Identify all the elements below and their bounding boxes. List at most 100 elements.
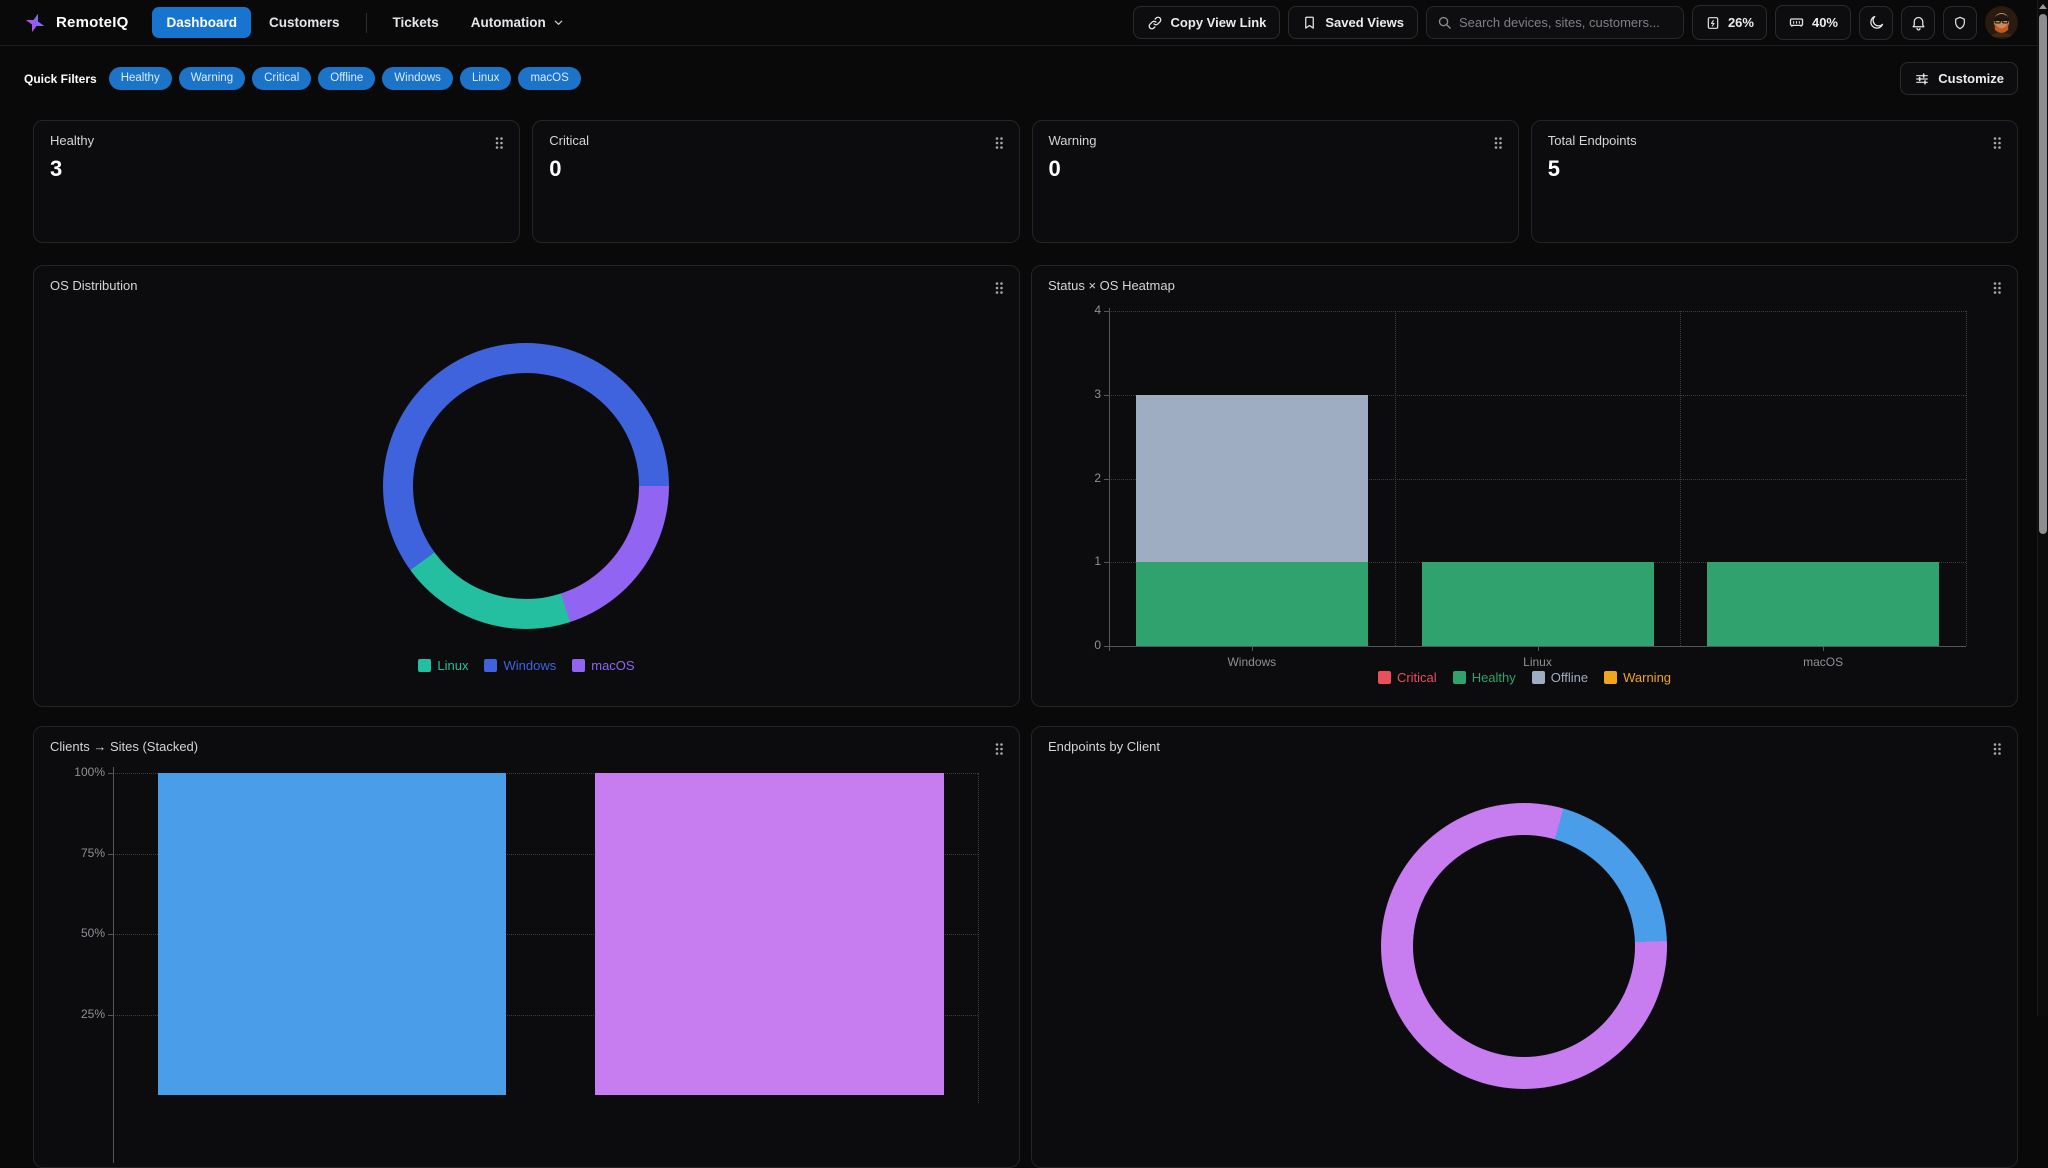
- gridline: [113, 853, 978, 855]
- stats-row: Healthy 3 Critical 0 Warning 0 Total End…: [0, 120, 2048, 243]
- header: RemoteIQ Dashboard Customers Tickets Aut…: [0, 0, 2048, 46]
- drag-handle[interactable]: [1989, 133, 2005, 153]
- search-box: [1425, 6, 1684, 39]
- widget-title: Endpoints by Client: [1048, 739, 1161, 754]
- y-axis-tick: 3: [1094, 386, 1101, 401]
- drag-handle-icon: [1993, 137, 2001, 149]
- bar-windows-offline: [1135, 394, 1368, 563]
- tick-mark: [1823, 646, 1825, 651]
- tick-mark: [1251, 646, 1253, 651]
- scrollbar-up-arrow[interactable]: [2039, 4, 2047, 9]
- legend-item-warning: Warning: [1604, 670, 1671, 685]
- stat-card-warning: Warning 0: [1031, 120, 1519, 243]
- filter-chip-warning[interactable]: Warning: [178, 67, 246, 90]
- stat-card-total-endpoints: Total Endpoints 5: [1530, 120, 2018, 243]
- theme-toggle-button[interactable]: [1859, 5, 1893, 40]
- legend-item-linux: Linux: [418, 658, 468, 673]
- saved-views-label: Saved Views: [1325, 15, 1404, 30]
- memory-usage-badge[interactable]: 40%: [1774, 5, 1851, 40]
- y-axis-tick: 75%: [80, 845, 105, 860]
- scrollbar-thumb[interactable]: [2039, 14, 2047, 534]
- sliders-icon: [1916, 72, 1929, 85]
- search-input[interactable]: [1426, 15, 1683, 30]
- customize-button[interactable]: Customize: [1900, 62, 2018, 95]
- nav-tab-dashboard[interactable]: Dashboard: [152, 7, 251, 38]
- gridline: [1109, 311, 1966, 312]
- customize-label: Customize: [1938, 71, 2004, 86]
- notifications-button[interactable]: [1901, 5, 1935, 40]
- main-nav: Dashboard Customers Tickets Automation: [152, 7, 577, 38]
- shield-icon: [1955, 16, 1965, 29]
- filter-chip-critical[interactable]: Critical: [252, 67, 312, 90]
- gridline: [1109, 394, 1966, 396]
- gridline: [1109, 478, 1966, 480]
- charts-grid: Linux Windows macOS OS Distribution 0 1 2 3 4 W…: [0, 243, 2048, 1168]
- legend-item-healthy: Healthy: [1452, 670, 1516, 685]
- y-axis-tick: 1: [1094, 554, 1101, 569]
- filter-chip-linux[interactable]: Linux: [459, 67, 512, 90]
- filter-chip-windows[interactable]: Windows: [382, 67, 453, 90]
- gridline: [113, 934, 978, 935]
- tick-mark: [1104, 394, 1109, 396]
- copy-view-link-button[interactable]: Copy View Link: [1132, 6, 1281, 39]
- chart-legend: Linux Windows macOS: [34, 658, 1019, 673]
- nav-tab-customers[interactable]: Customers: [255, 7, 354, 38]
- legend-swatch: [1604, 671, 1618, 684]
- widget-title: Clients → Sites (Stacked): [50, 739, 199, 754]
- stat-value: 5: [1547, 156, 1560, 181]
- filter-chip-healthy[interactable]: Healthy: [108, 67, 172, 90]
- tick-mark: [108, 1014, 113, 1016]
- legend-label: Critical: [1396, 670, 1437, 685]
- drag-handle[interactable]: [1989, 739, 2005, 759]
- nav-tab-automation[interactable]: Automation: [457, 7, 578, 38]
- scrollbar[interactable]: [2037, 0, 2048, 1016]
- drag-handle[interactable]: [991, 133, 1007, 153]
- drag-handle[interactable]: [991, 739, 1007, 759]
- x-axis-label: Linux: [1523, 655, 1552, 669]
- saved-views-button[interactable]: Saved Views: [1288, 6, 1418, 39]
- gridline: [113, 1014, 978, 1016]
- stacked-bar-1: [158, 773, 506, 1095]
- gridline: [1394, 311, 1396, 646]
- quick-filter-chips: Healthy Warning Critical Offline Windows Linu…: [108, 67, 581, 90]
- drag-handle[interactable]: [1490, 133, 1506, 153]
- drag-handle-icon: [1993, 743, 2001, 755]
- copy-view-link-label: Copy View Link: [1170, 15, 1267, 30]
- cpu-usage-badge[interactable]: 26%: [1691, 5, 1767, 40]
- widget-title: OS Distribution: [50, 278, 138, 293]
- legend-item-windows: Windows: [484, 658, 556, 673]
- filter-chip-macos[interactable]: macOS: [518, 67, 581, 90]
- widget-clients-sites-stacked: 100% 75% 50% 25% Clients → Sites (Stacked): [33, 726, 1020, 1168]
- tick-mark: [108, 853, 113, 855]
- legend-item-macos: macOS: [572, 658, 635, 673]
- security-button[interactable]: [1943, 5, 1977, 40]
- filter-chip-offline[interactable]: Offline: [318, 67, 376, 90]
- drag-handle[interactable]: [491, 133, 507, 153]
- drag-handle-icon: [1993, 282, 2001, 294]
- search-icon: [1438, 16, 1451, 29]
- status-os-heatmap-chart: 0 1 2 3 4 Windows Linux macOS Critical Healthy Off…: [1032, 266, 2017, 706]
- drag-handle[interactable]: [1989, 278, 2005, 298]
- stat-label: Total Endpoints: [1547, 133, 1637, 148]
- quick-filters-label: Quick Filters: [24, 71, 97, 86]
- legend-swatch: [1452, 671, 1466, 684]
- y-axis-tick: 2: [1094, 470, 1101, 485]
- chevron-down-icon: [554, 20, 563, 25]
- gridline: [1966, 311, 1967, 646]
- memory-icon: [1789, 18, 1804, 27]
- drag-handle-icon: [995, 137, 1003, 149]
- bell-icon: [1912, 16, 1924, 31]
- x-axis: [1105, 646, 1966, 647]
- y-axis: [113, 767, 114, 1163]
- tick-mark: [1104, 311, 1109, 312]
- drag-handle[interactable]: [991, 278, 1007, 298]
- legend-label: Linux: [437, 658, 469, 673]
- nav-tab-tickets[interactable]: Tickets: [379, 7, 453, 38]
- widget-endpoints-by-client: Endpoints by Client: [1031, 726, 2018, 1168]
- y-axis-tick: 50%: [80, 926, 105, 940]
- widget-title: Status × OS Heatmap: [1048, 278, 1175, 293]
- user-avatar[interactable]: [1985, 6, 2018, 39]
- tick-mark: [1104, 562, 1109, 564]
- memory-usage-value: 40%: [1811, 15, 1838, 30]
- moon-icon: [1869, 15, 1883, 29]
